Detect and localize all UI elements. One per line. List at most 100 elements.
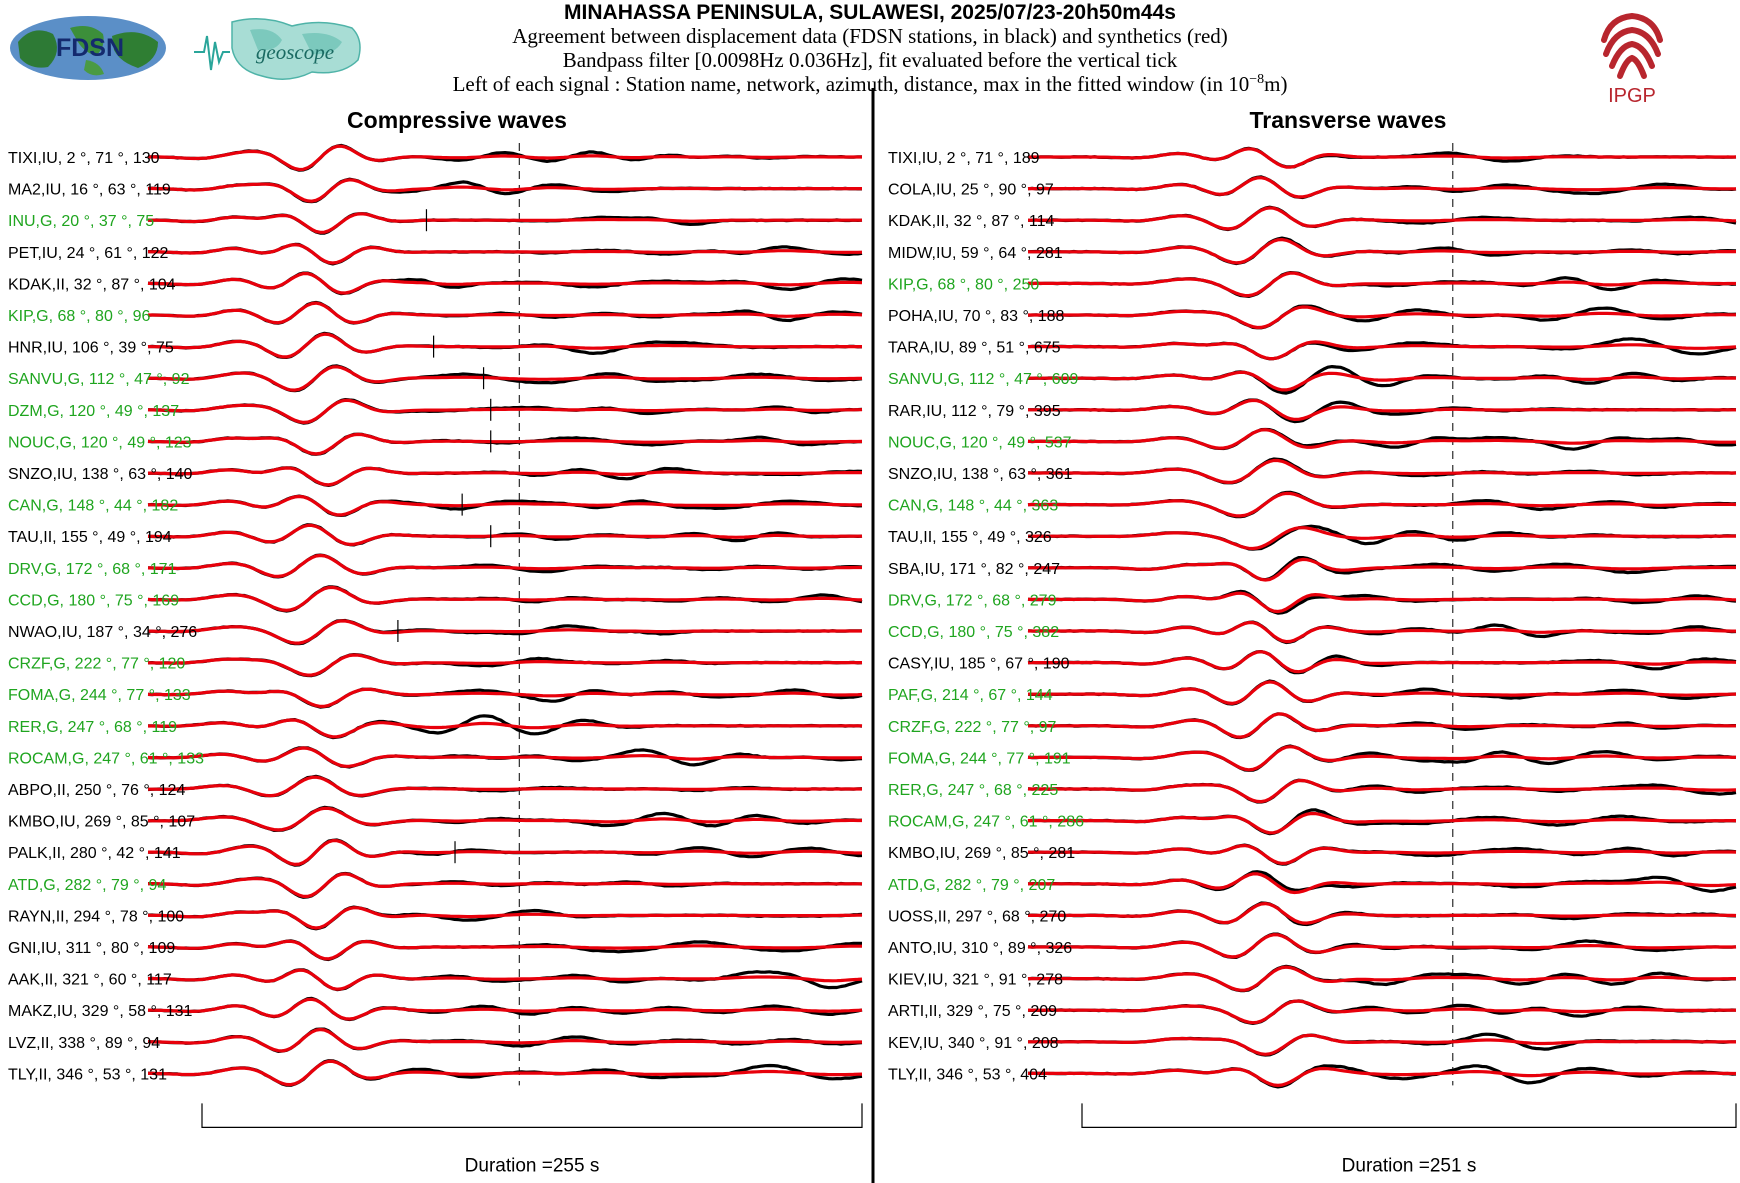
synthetic-trace: [148, 301, 863, 325]
duration-bracket: [1081, 1103, 1737, 1128]
station-label: TARA,IU, 89 °, 51 °, 675: [888, 340, 1061, 357]
data-trace: [147, 653, 863, 678]
station-label: CASY,IU, 185 °, 67 °, 190: [888, 656, 1070, 673]
synthetic-trace: [1028, 557, 1736, 582]
synthetic-trace: [1028, 1066, 1736, 1087]
figure-header: MINAHASSA PENINSULA, SULAWESI, 2025/07/2…: [0, 0, 1740, 110]
station-label: GNI,IU, 311 °, 80 °, 109: [8, 940, 175, 957]
station-label: UOSS,II, 297 °, 68 °, 270: [888, 908, 1066, 925]
synthetic-trace: [148, 906, 862, 930]
station-label: CRZF,G, 222 °, 77 °, 97: [888, 719, 1057, 736]
station-label: KMBO,IU, 269 °, 85 °, 281: [888, 845, 1075, 862]
fdsn-logo-text: FDSN: [56, 34, 124, 62]
synthetic-trace: [1028, 999, 1736, 1025]
synthetic-trace: [1028, 370, 1736, 392]
synthetic-trace: [148, 1059, 863, 1087]
duration-label: Duration =251 s: [1342, 1155, 1477, 1176]
fdsn-logo: FDSN: [10, 16, 166, 80]
station-label: MIDW,IU, 59 °, 64 °, 281: [888, 245, 1063, 262]
synthetic-trace: [148, 939, 862, 961]
station-label: ATD,G, 282 °, 79 °, 94: [8, 877, 166, 894]
station-label: HNR,IU, 106 °, 39 °, 75: [8, 340, 174, 357]
synthetic-trace: [1028, 933, 1736, 959]
station-label: CAN,G, 148 °, 44 °, 363: [888, 498, 1058, 515]
synthetic-trace: [1028, 1033, 1736, 1056]
synthetic-trace: [148, 653, 862, 677]
station-label: KDAK,II, 32 °, 87 °, 104: [8, 276, 176, 293]
synthetic-trace: [1028, 238, 1736, 265]
synthetic-trace: [147, 243, 863, 265]
station-label: TIXI,IU, 2 °, 71 °, 189: [888, 150, 1040, 167]
station-label: LVZ,II, 338 °, 89 °, 94: [8, 1035, 160, 1052]
synthetic-trace: [1028, 305, 1736, 330]
synthetic-trace: [148, 997, 863, 1021]
figure-subtitle-1: Agreement between displacement data (FDS…: [512, 24, 1228, 48]
station-label: RER,G, 247 °, 68 °, 119: [8, 719, 177, 736]
synthetic-trace: [147, 212, 862, 234]
synthetic-trace: [1028, 340, 1737, 361]
data-trace: [147, 398, 863, 425]
data-trace: [148, 242, 863, 266]
synthetic-trace: [148, 144, 862, 172]
data-trace: [147, 212, 863, 235]
synthetic-trace: [1028, 680, 1737, 705]
station-label: NOUC,G, 120 °, 49 °, 123: [8, 434, 192, 451]
data-trace: [147, 905, 863, 931]
station-label: RAR,IU, 112 °, 79 °, 395: [888, 403, 1061, 420]
synthetic-trace: [147, 619, 862, 645]
duration-label: Duration =255 s: [465, 1155, 600, 1176]
station-label: KMBO,IU, 269 °, 85 °, 107: [8, 814, 195, 831]
subtitle-3-prefix: Left of each signal : Station name, netw…: [452, 72, 1250, 96]
station-label: FOMA,G, 244 °, 77 °, 133: [8, 687, 191, 704]
station-label: NWAO,IU, 187 °, 34 °, 276: [8, 624, 197, 641]
subtitle-3-exponent: −8: [1249, 72, 1265, 87]
synthetic-trace: [148, 746, 863, 768]
figure-title: MINAHASSA PENINSULA, SULAWESI, 2025/07/2…: [564, 1, 1176, 24]
synthetic-trace: [147, 968, 863, 991]
synthetic-trace: [148, 872, 862, 898]
station-label: TLY,II, 346 °, 53 °, 404: [888, 1066, 1047, 1083]
synthetic-trace: [1028, 872, 1737, 895]
synthetic-trace: [1028, 650, 1737, 674]
station-label: SANVU,G, 112 °, 47 °, 92: [8, 371, 190, 388]
station-label: ABPO,II, 250 °, 76 °, 124: [8, 782, 185, 799]
station-label: ATD,G, 282 °, 79 °, 207: [888, 877, 1055, 894]
station-label: TLY,II, 346 °, 53 °, 131: [8, 1066, 167, 1083]
synthetic-trace: [1028, 147, 1736, 169]
compressive-panel: Compressive waves TIXI,IU, 2 °, 71 °, 130…: [8, 107, 863, 1176]
synthetic-trace: [1028, 745, 1736, 772]
geoscope-logo: geoscope: [194, 18, 361, 80]
synthetic-trace: [148, 806, 862, 832]
synthetic-trace: [1028, 398, 1736, 421]
data-trace: [1027, 337, 1737, 361]
station-label: TAU,II, 155 °, 49 °, 194: [8, 529, 172, 546]
geoscope-logo-text: geoscope: [256, 40, 334, 64]
panel-title: Compressive waves: [347, 107, 567, 133]
station-label: ARTI,II, 329 °, 75 °, 209: [888, 1003, 1057, 1020]
station-label: CCD,G, 180 °, 75 °, 382: [888, 624, 1059, 641]
synthetic-trace: [1028, 621, 1736, 644]
station-label: MA2,IU, 16 °, 63 °, 119: [8, 182, 171, 199]
synthetic-trace: [1028, 271, 1736, 298]
station-label: ANTO,IU, 310 °, 89 °, 326: [888, 940, 1072, 957]
station-label: CCD,G, 180 °, 75 °, 169: [8, 592, 179, 609]
data-trace: [1027, 1064, 1737, 1089]
panel-title: Transverse waves: [1250, 107, 1447, 133]
ipgp-logo-text: IPGP: [1608, 85, 1656, 106]
station-label: MAKZ,IU, 329 °, 58 °, 131: [8, 1003, 193, 1020]
synthetic-trace: [147, 553, 862, 578]
station-label: CRZF,G, 222 °, 77 °, 120: [8, 656, 185, 673]
station-label: INU,G, 20 °, 37 °, 75: [8, 213, 154, 230]
station-label: TIXI,IU, 2 °, 71 °, 130: [8, 150, 160, 167]
subtitle-3-suffix: m): [1264, 72, 1288, 96]
synthetic-trace: [148, 466, 862, 487]
synthetic-trace: [147, 585, 863, 612]
synthetic-trace: [147, 523, 862, 546]
figure-subtitle-2: Bandpass filter [0.0098Hz 0.036Hz], fit …: [562, 48, 1178, 72]
transverse-panel: Transverse waves TIXI,IU, 2 °, 71 °, 189 C…: [888, 107, 1737, 1176]
station-label: SNZO,IU, 138 °, 63 °, 361: [888, 466, 1073, 483]
station-label: DRV,G, 172 °, 68 °, 279: [888, 592, 1057, 609]
station-label: NOUC,G, 120 °, 49 °, 537: [888, 434, 1072, 451]
synthetic-trace: [148, 178, 862, 203]
